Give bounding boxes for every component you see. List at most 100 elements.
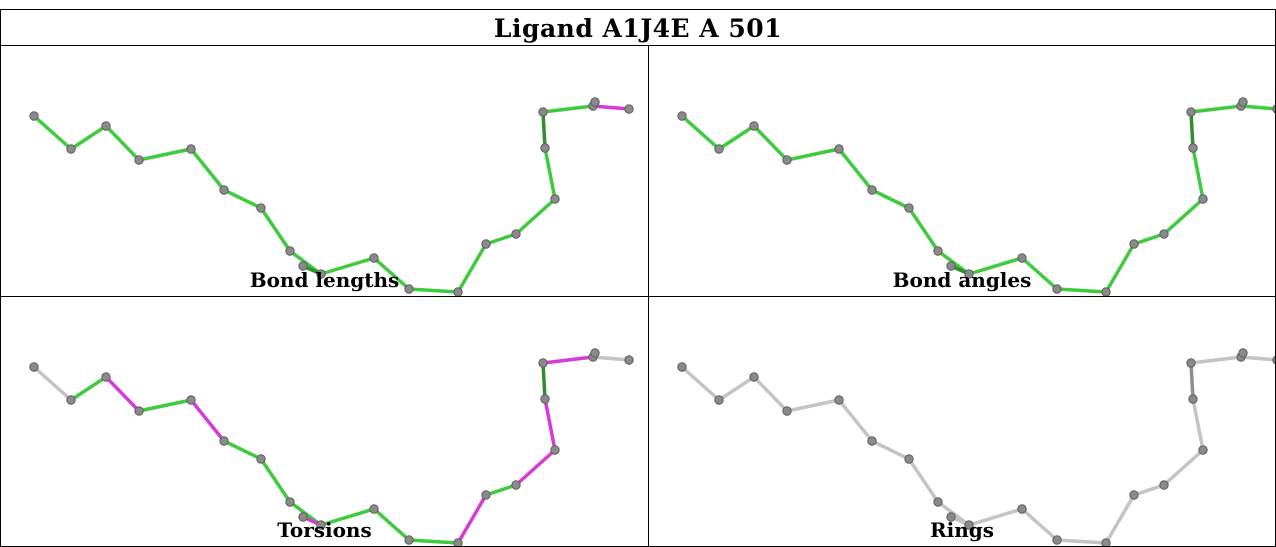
- atom-bond-lengths: [256, 203, 266, 213]
- atom-rings: [904, 454, 914, 464]
- atom-rings: [1017, 504, 1027, 514]
- atom-rings: [946, 512, 956, 522]
- atom-bond-angles: [964, 269, 974, 279]
- bond-torsions: [319, 507, 376, 527]
- bond-rings: [907, 457, 940, 504]
- atom-bond-angles: [714, 144, 724, 154]
- bond-bond-lengths: [372, 256, 411, 291]
- panel-label-torsions: Torsions: [277, 518, 372, 542]
- bond-torsions: [32, 365, 73, 402]
- atom-bond-lengths: [29, 111, 39, 121]
- atom-bond-lengths: [285, 246, 295, 256]
- bond-bond-angles: [1239, 104, 1275, 111]
- atom-torsions: [134, 406, 144, 416]
- panel-label-rings: Rings: [929, 518, 994, 542]
- atom-bond-angles: [933, 246, 943, 256]
- bond-bond-lengths: [543, 146, 557, 201]
- panel-label-bond-angles: Bond angles: [892, 268, 1032, 292]
- atom-torsions: [101, 372, 111, 382]
- bond-bond-angles: [1104, 242, 1136, 294]
- bond-torsions: [69, 375, 108, 402]
- atom-bond-lengths: [369, 253, 379, 263]
- atom-rings: [964, 520, 974, 530]
- atom-rings: [782, 406, 792, 416]
- atom-bond-angles: [1052, 284, 1062, 294]
- bond-rings: [1191, 397, 1205, 452]
- atom-bond-angles: [1129, 239, 1139, 249]
- bond-torsions: [541, 355, 595, 365]
- atom-torsions: [219, 436, 229, 446]
- bond-bond-lengths: [259, 206, 292, 253]
- bond-bond-lengths: [189, 147, 226, 192]
- bond-bond-lengths: [456, 242, 488, 294]
- atom-bond-lengths: [538, 107, 548, 117]
- panel-bond-angles: Bond angles: [648, 45, 1276, 297]
- atom-bond-angles: [782, 155, 792, 165]
- atom-bond-angles: [1017, 253, 1027, 263]
- atom-bond-angles: [1186, 107, 1196, 117]
- bond-bond-angles: [967, 256, 1024, 276]
- atom-rings: [1052, 535, 1062, 545]
- molecule-torsions: [29, 348, 634, 546]
- atom-rings: [1186, 358, 1196, 368]
- bond-bond-lengths: [541, 104, 595, 114]
- atom-torsions: [285, 497, 295, 507]
- atom-torsions: [369, 504, 379, 514]
- ligand-title: Ligand A1J4E A 501: [0, 9, 1276, 46]
- bond-torsions: [456, 493, 488, 545]
- bond-rings: [870, 439, 911, 461]
- atom-torsions: [186, 395, 196, 405]
- atom-bond-lengths: [186, 144, 196, 154]
- bond-bond-angles: [1189, 110, 1195, 150]
- bond-rings: [752, 375, 789, 413]
- atom-bond-lengths: [453, 287, 463, 296]
- atom-bond-angles: [834, 144, 844, 154]
- atom-torsions: [511, 480, 521, 490]
- bond-bond-lengths: [484, 232, 518, 246]
- atom-bond-angles: [749, 121, 759, 131]
- atom-torsions: [453, 538, 463, 546]
- bond-torsions: [407, 538, 460, 545]
- bond-rings: [1239, 355, 1275, 362]
- atom-rings: [749, 372, 759, 382]
- atom-bond-angles: [677, 111, 687, 121]
- atom-rings: [1198, 445, 1208, 455]
- bond-bond-angles: [752, 124, 789, 162]
- atom-rings: [677, 362, 687, 372]
- atom-bond-lengths: [590, 97, 600, 107]
- bond-torsions: [104, 375, 141, 413]
- bond-rings: [967, 507, 1024, 527]
- bond-bond-angles: [717, 124, 756, 151]
- panel-torsions: Torsions: [0, 296, 649, 547]
- atom-bond-lengths: [316, 269, 326, 279]
- bond-bond-angles: [1020, 256, 1059, 291]
- bond-bond-angles: [1162, 197, 1205, 236]
- atom-rings: [834, 395, 844, 405]
- atom-bond-lengths: [550, 194, 560, 204]
- atom-rings: [867, 436, 877, 446]
- atom-torsions: [624, 355, 634, 365]
- atom-bond-lengths: [511, 229, 521, 239]
- atom-bond-angles: [946, 261, 956, 271]
- bond-bond-lengths: [222, 188, 263, 210]
- atom-torsions: [298, 512, 308, 522]
- bond-bond-lengths: [591, 104, 631, 111]
- atom-rings: [1159, 480, 1169, 490]
- atom-bond-angles: [1272, 104, 1275, 114]
- bond-rings: [1104, 493, 1136, 545]
- atom-torsions: [540, 394, 550, 404]
- bond-torsions: [543, 397, 557, 452]
- bond-bond-lengths: [69, 124, 108, 151]
- bond-bond-angles: [1132, 232, 1166, 246]
- bond-rings: [680, 365, 721, 402]
- bond-torsions: [189, 398, 226, 443]
- atom-bond-angles: [867, 185, 877, 195]
- atom-bond-lengths: [540, 143, 550, 153]
- bond-torsions: [372, 507, 411, 542]
- bond-rings: [785, 398, 841, 413]
- atom-rings: [1101, 538, 1111, 546]
- atom-bond-angles: [1198, 194, 1208, 204]
- bond-bond-lengths: [407, 287, 460, 294]
- bond-rings: [1055, 538, 1108, 545]
- atom-rings: [1238, 348, 1248, 358]
